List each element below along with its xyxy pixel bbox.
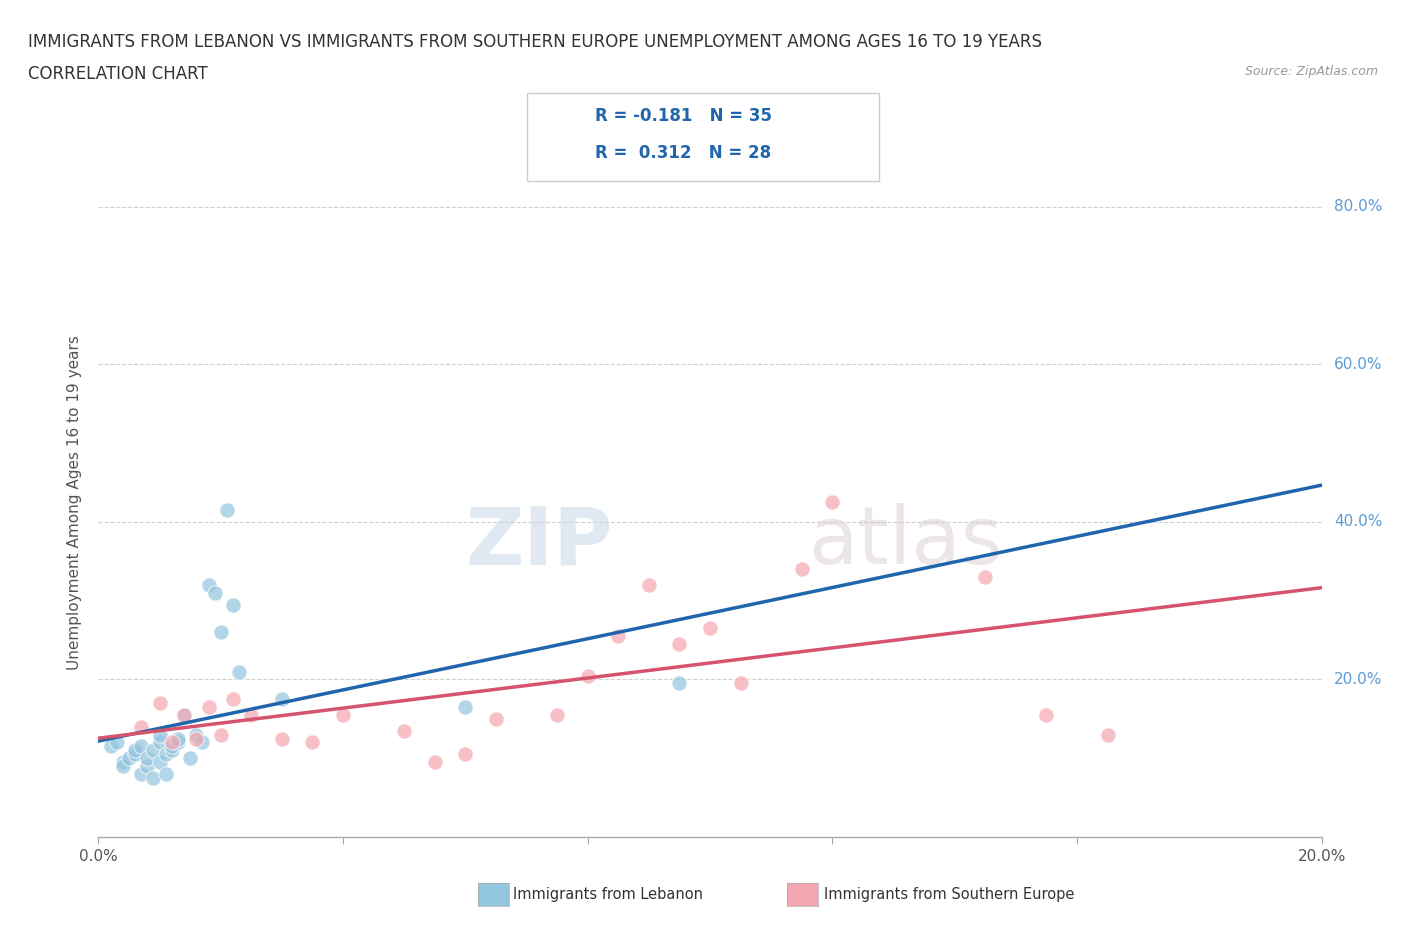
Point [149,696,172,711]
Point [149,735,172,750]
Point [546,708,568,723]
Text: ZIP: ZIP [465,503,612,581]
Point [149,755,172,770]
Point [209,625,232,640]
Point [160,735,183,750]
Point [1035,708,1057,723]
Point [167,731,190,746]
Point [197,699,219,714]
Point [118,751,141,765]
Point [124,743,146,758]
Point [129,766,152,781]
Point [100,739,122,754]
Point [974,569,997,584]
Point [454,699,477,714]
Text: 80.0%: 80.0% [1334,199,1382,214]
Point [129,739,152,754]
Point [129,719,152,734]
Point [204,585,226,600]
Point [607,629,630,644]
Point [485,711,508,726]
Point [637,578,661,592]
Point [136,751,159,765]
Point [142,743,165,758]
Point [699,621,721,636]
Point [167,735,190,750]
Point [149,727,172,742]
Point [209,727,232,742]
Point [576,668,599,683]
Point [1097,727,1119,742]
Point [228,664,250,679]
Point [173,708,195,723]
Point [160,739,183,754]
Text: R = -0.181   N = 35: R = -0.181 N = 35 [595,107,772,126]
Point [111,755,134,770]
Point [155,766,177,781]
Point [173,708,195,723]
Point [790,562,813,577]
Point [301,735,323,750]
Point [668,636,690,651]
Text: IMMIGRANTS FROM LEBANON VS IMMIGRANTS FROM SOUTHERN EUROPE UNEMPLOYMENT AMONG AG: IMMIGRANTS FROM LEBANON VS IMMIGRANTS FR… [28,33,1042,50]
Point [821,495,844,510]
Point [197,578,219,592]
Point [155,747,177,762]
Text: 60.0%: 60.0% [1334,357,1382,372]
Text: R =  0.312   N = 28: R = 0.312 N = 28 [595,144,770,163]
Point [124,747,146,762]
Point [668,676,690,691]
Point [142,770,165,785]
Text: Immigrants from Lebanon: Immigrants from Lebanon [513,887,703,902]
Point [179,751,201,765]
Point [186,731,208,746]
Text: Source: ZipAtlas.com: Source: ZipAtlas.com [1244,65,1378,78]
Point [454,747,477,762]
Point [222,597,245,612]
Point [191,735,214,750]
Text: atlas: atlas [808,503,1002,581]
Text: Immigrants from Southern Europe: Immigrants from Southern Europe [824,887,1074,902]
Point [186,727,208,742]
Point [332,708,354,723]
Point [111,759,134,774]
Point [240,708,263,723]
Point [392,724,416,738]
Point [215,502,238,517]
Y-axis label: Unemployment Among Ages 16 to 19 years: Unemployment Among Ages 16 to 19 years [67,335,83,670]
Point [270,731,292,746]
Point [270,692,292,707]
Point [160,743,183,758]
Point [423,755,446,770]
Point [730,676,752,691]
Point [222,692,245,707]
Text: CORRELATION CHART: CORRELATION CHART [28,65,208,83]
Text: 40.0%: 40.0% [1334,514,1382,529]
Point [136,759,159,774]
Text: 20.0%: 20.0% [1334,672,1382,687]
Point [105,735,128,750]
